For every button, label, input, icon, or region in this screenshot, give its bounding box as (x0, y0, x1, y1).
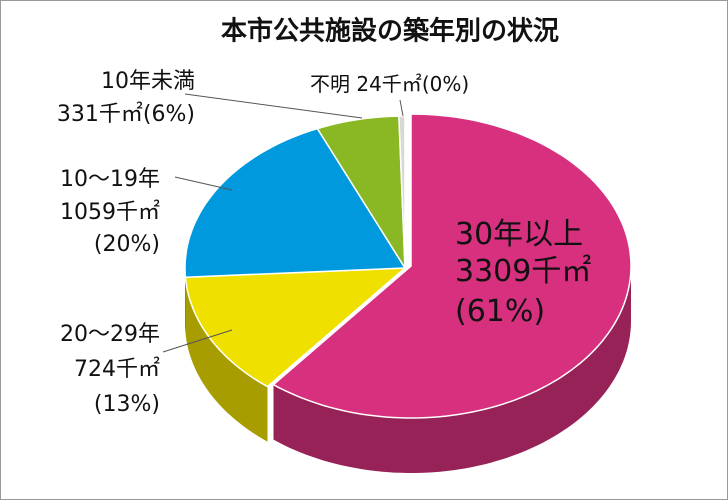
value-label: 331千㎡ (57, 101, 143, 127)
percent-label: (0%) (422, 72, 469, 96)
slice-label: 10年未満 (101, 69, 195, 94)
percent-label: (13%) (94, 392, 160, 417)
pie-sides (185, 266, 631, 473)
value-label: 3309千㎡ (455, 254, 591, 289)
slice-label: (61%) (455, 294, 545, 329)
pie-tops (184, 113, 632, 419)
slice-label: (13%) (94, 392, 160, 417)
pie-slice (316, 115, 406, 271)
value-label: 1059千㎡ (60, 199, 160, 225)
slice-label: 1059千㎡ (60, 199, 160, 225)
slice-label: 724千㎡ (74, 356, 160, 382)
leader-line (399, 99, 404, 117)
pie-slice (272, 113, 632, 419)
pie-slice (184, 127, 407, 278)
slice-label: 20〜29年 (60, 322, 160, 347)
category-label: 10年未満 (101, 69, 195, 94)
leader-line (174, 176, 233, 191)
category-label: 10〜19年 (60, 167, 160, 192)
category-label: 20〜29年 (60, 322, 160, 347)
slice-label: 3309千㎡ (455, 254, 591, 289)
pie-slice (398, 115, 406, 269)
chart-title: 本市公共施設の築年別の状況 (221, 16, 559, 47)
value-label: 24千㎡ (356, 72, 421, 96)
slice-label: 331千㎡(6%) (57, 101, 195, 127)
category-label: 30年以上 (455, 217, 583, 252)
leader-line (162, 329, 233, 353)
value-label: 724千㎡ (74, 356, 160, 382)
percent-label: (6%) (143, 102, 195, 127)
slice-label: 10〜19年 (60, 167, 160, 192)
percent-label: (20%) (94, 232, 160, 257)
category-label: 不明 (310, 72, 350, 96)
slice-label: 不明 24千㎡(0%) (310, 72, 469, 96)
slice-side (273, 266, 631, 473)
slice-side (185, 277, 268, 442)
pie-slice (184, 267, 408, 388)
slice-label: 30年以上 (455, 217, 583, 252)
percent-label: (61%) (455, 294, 545, 329)
slice-label: (20%) (94, 232, 160, 257)
leader-line (184, 93, 363, 119)
